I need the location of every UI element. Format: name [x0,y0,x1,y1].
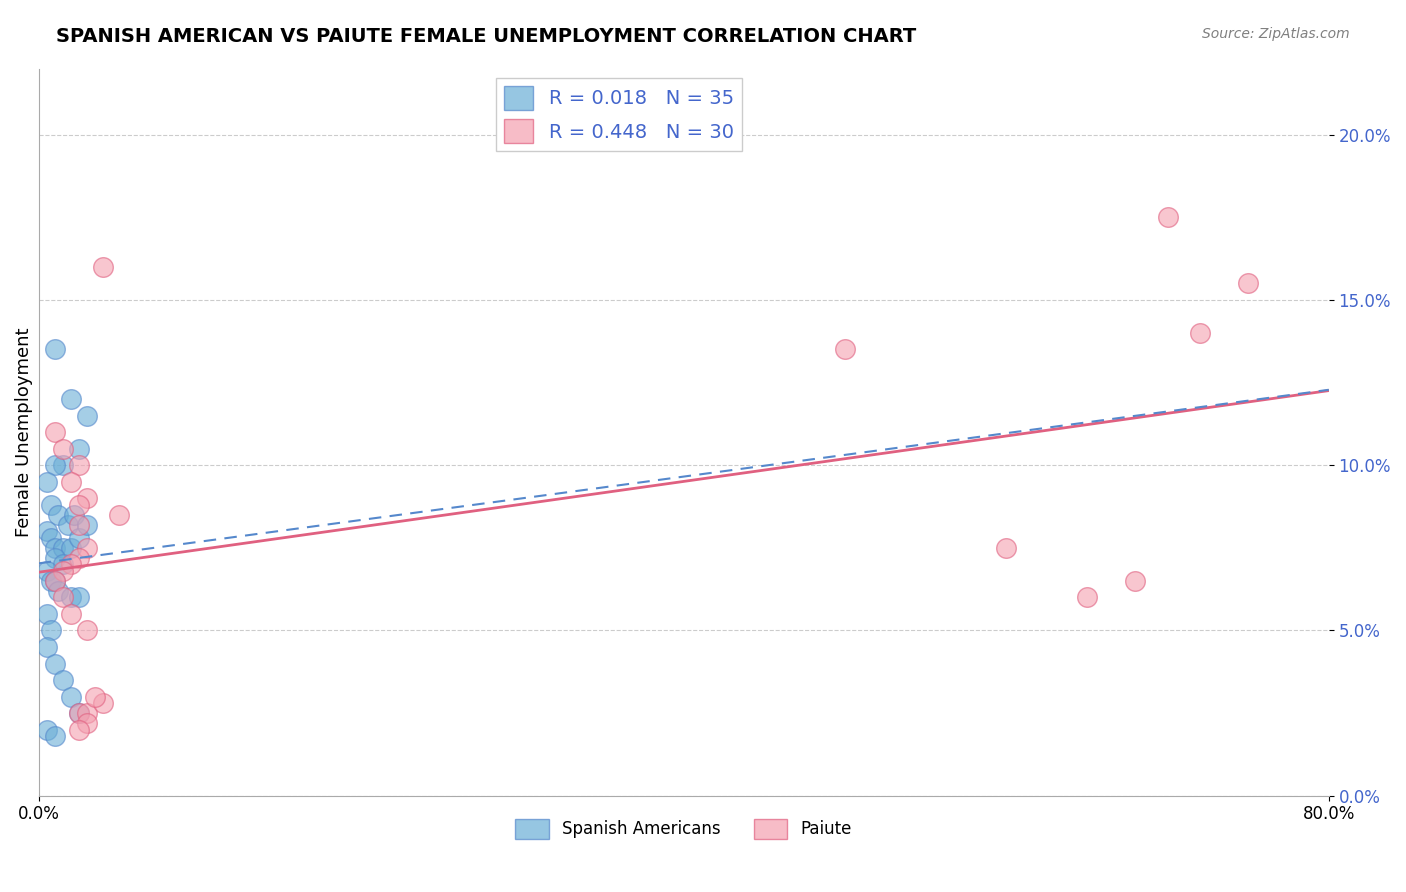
Legend: R = 0.018   N = 35, R = 0.448   N = 30: R = 0.018 N = 35, R = 0.448 N = 30 [496,78,742,151]
Point [91,696,114,710]
Point [76,541,98,555]
Point [59,541,82,555]
Point [35,607,58,621]
Point [52,458,75,473]
Point [44,574,66,588]
Point [67,723,90,737]
Point [91,260,114,274]
Point [76,491,98,506]
Point [44,657,66,671]
Point [67,531,90,545]
Point [76,624,98,638]
Point [67,442,90,456]
Point [59,558,82,572]
Point [35,564,58,578]
Point [1156,211,1178,225]
Point [59,392,82,406]
Point [1123,574,1146,588]
Point [67,458,90,473]
Point [52,541,75,555]
Y-axis label: Female Unemployment: Female Unemployment [15,327,32,537]
Point [35,524,58,539]
Point [59,690,82,704]
Point [35,640,58,654]
Point [76,706,98,720]
Point [76,716,98,731]
Point [52,673,75,687]
Point [67,591,90,605]
Point [76,409,98,423]
Point [67,517,90,532]
Point [67,550,90,565]
Point [46,583,69,598]
Point [41,574,63,588]
Point [44,343,66,357]
Point [59,475,82,489]
Point [834,343,856,357]
Point [52,558,75,572]
Point [67,706,90,720]
Point [41,498,63,512]
Point [52,564,75,578]
Point [44,550,66,565]
Point [59,607,82,621]
Point [46,508,69,522]
Point [41,531,63,545]
Text: SPANISH AMERICAN VS PAIUTE FEMALE UNEMPLOYMENT CORRELATION CHART: SPANISH AMERICAN VS PAIUTE FEMALE UNEMPL… [56,27,917,45]
Point [1237,277,1260,291]
Point [56,517,79,532]
Point [44,425,66,439]
Point [52,442,75,456]
Point [63,508,86,522]
Point [44,541,66,555]
Point [52,591,75,605]
Point [76,517,98,532]
Point [1188,326,1211,340]
Point [44,458,66,473]
Point [35,475,58,489]
Point [108,508,131,522]
Point [67,706,90,720]
Text: Source: ZipAtlas.com: Source: ZipAtlas.com [1202,27,1350,41]
Point [41,624,63,638]
Point [44,729,66,743]
Point [84,690,107,704]
Point [35,723,58,737]
Point [995,541,1018,555]
Point [1076,591,1098,605]
Point [59,591,82,605]
Point [67,498,90,512]
Point [44,574,66,588]
